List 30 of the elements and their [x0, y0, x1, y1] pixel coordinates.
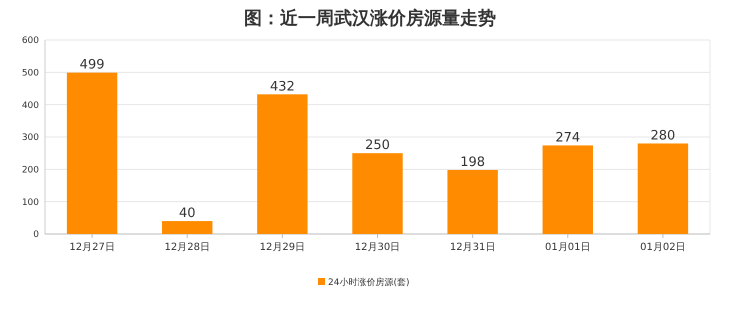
y-tick-label: 300	[22, 133, 40, 144]
x-tick-label: 01月02日	[640, 242, 686, 253]
bar	[257, 94, 308, 234]
y-tick-label: 200	[22, 165, 40, 176]
data-label: 250	[365, 138, 390, 154]
chart-title: 图：近一周武汉涨价房源量走势	[244, 8, 496, 29]
data-label: 499	[80, 58, 105, 73]
bar	[66, 72, 118, 234]
x-tick-label: 01月01日	[545, 242, 590, 253]
x-tick-label: 12月30日	[354, 242, 400, 253]
data-label: 198	[460, 154, 486, 170]
bar	[542, 145, 593, 234]
y-tick-label: 100	[22, 198, 40, 208]
x-tick-label: 12月27日	[69, 242, 115, 253]
data-label: 274	[555, 130, 580, 146]
x-tick-label: 12月29日	[260, 242, 306, 253]
y-tick-label: 0	[33, 230, 40, 240]
bar	[638, 143, 688, 234]
bar	[447, 170, 498, 234]
data-label: 432	[270, 79, 295, 94]
bar	[162, 221, 212, 234]
y-tick-label: 500	[22, 68, 40, 78]
x-tick-label: 12月28日	[164, 242, 210, 253]
x-tick-label: 12月31日	[450, 242, 496, 253]
y-tick-label: 400	[22, 100, 40, 111]
legend-label: 24小时涨价房源(套)	[328, 277, 410, 288]
data-label: 40	[178, 206, 196, 222]
data-label: 280	[650, 128, 676, 144]
bar	[352, 153, 403, 234]
y-tick-label: 600	[22, 36, 40, 46]
